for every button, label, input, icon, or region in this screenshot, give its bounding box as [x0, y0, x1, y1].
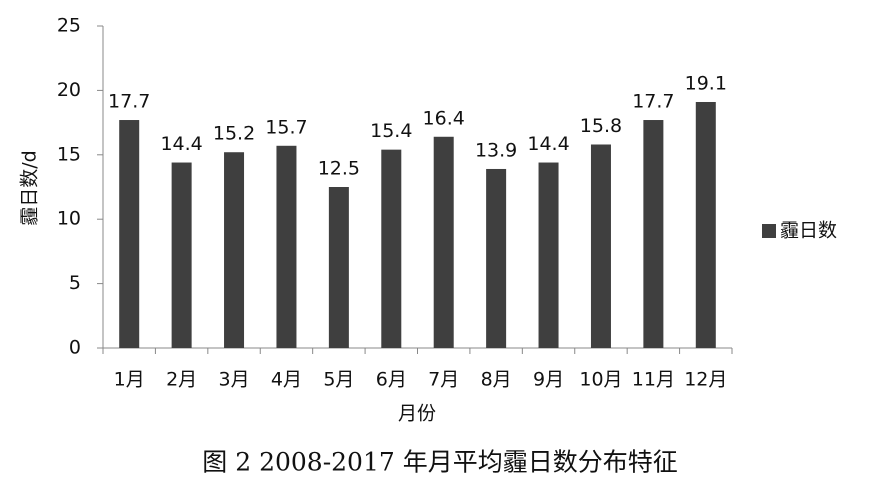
x-tick-label: 3月: [218, 369, 249, 391]
x-axis-title: 月份: [398, 403, 436, 425]
legend-swatch: [762, 224, 776, 238]
x-tick-label: 1月: [114, 369, 145, 391]
bar: [171, 162, 192, 348]
x-tick-label: 2月: [166, 369, 197, 391]
y-tick-label: 10: [57, 208, 81, 230]
bar: [538, 162, 559, 348]
x-tick-label: 6月: [376, 369, 407, 391]
bar: [276, 145, 297, 348]
value-label: 14.4: [160, 133, 202, 155]
value-label: 15.4: [370, 120, 412, 142]
x-tick-label: 10月: [579, 369, 622, 391]
value-label: 17.7: [108, 91, 150, 113]
value-label: 16.4: [423, 107, 465, 129]
value-label: 15.2: [213, 123, 255, 145]
x-tick-label: 5月: [323, 369, 354, 391]
y-axis-title: 霾日数/d: [19, 150, 41, 225]
bar: [590, 144, 611, 348]
x-tick-label: 9月: [533, 369, 564, 391]
bar: [224, 152, 245, 348]
y-tick-label: 25: [57, 15, 81, 37]
value-label: 13.9: [475, 139, 517, 161]
x-tick-label: 8月: [481, 369, 512, 391]
value-label: 15.8: [580, 115, 622, 137]
value-label: 14.4: [527, 133, 569, 155]
value-label: 12.5: [318, 158, 360, 180]
bar: [119, 120, 140, 348]
bar: [486, 168, 507, 348]
y-tick-label: 20: [57, 79, 81, 101]
bar: [643, 120, 664, 348]
caption: 图 2 2008-2017 年月平均霾日数分布特征: [202, 448, 677, 477]
y-tick-label: 0: [69, 337, 81, 359]
bar: [328, 187, 349, 348]
y-tick-label: 5: [69, 272, 81, 294]
value-label: 17.7: [632, 91, 674, 113]
x-tick-label: 7月: [428, 369, 459, 391]
value-label: 19.1: [685, 72, 727, 94]
bar: [381, 149, 402, 348]
bar: [433, 136, 454, 348]
bar: [695, 101, 716, 348]
value-label: 15.7: [265, 116, 307, 138]
x-tick-label: 4月: [271, 369, 302, 391]
legend-label: 霾日数: [780, 220, 837, 242]
y-tick-label: 15: [57, 143, 81, 165]
x-tick-label: 12月: [684, 369, 727, 391]
x-tick-label: 11月: [632, 369, 675, 391]
